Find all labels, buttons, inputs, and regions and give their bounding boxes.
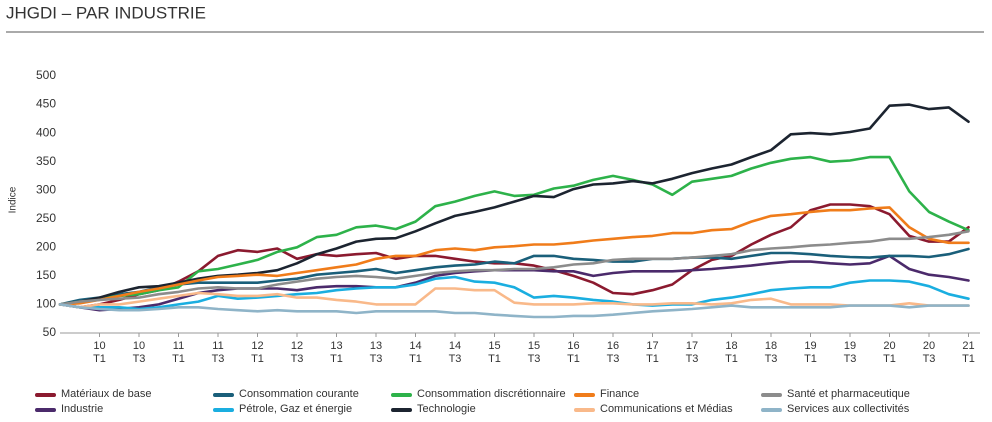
- x-tick-label: 14 T3: [448, 340, 462, 365]
- series-line: [58, 275, 970, 311]
- x-tick-label: 16 T1: [567, 340, 580, 365]
- x-tick-label: 11 T1: [172, 340, 185, 365]
- y-tick-label: 400: [36, 125, 56, 139]
- x-tick-label: 11 T3: [211, 340, 225, 365]
- x-tick-label: 19 T1: [804, 340, 817, 365]
- x-tick-label: 15 T1: [488, 340, 501, 365]
- chart-title: JHGDI – PAR INDUSTRIE: [6, 3, 206, 22]
- legend-label: Matériaux de base: [61, 388, 152, 400]
- y-axis-label: Indice: [8, 186, 19, 213]
- y-tick-label: 50: [43, 325, 57, 339]
- y-tick-label: 150: [36, 268, 56, 282]
- series-line: [58, 247, 970, 306]
- y-tick-label: 200: [36, 240, 56, 254]
- x-tick-label: 20 T3: [922, 340, 936, 365]
- x-tick-label: 13 T1: [330, 340, 343, 365]
- x-tick-label: 10 T1: [93, 340, 106, 365]
- series-line: [58, 287, 970, 309]
- x-tick-label: 12 T1: [251, 340, 264, 365]
- x-tick-label: 13 T3: [369, 340, 383, 365]
- series-line: [58, 303, 970, 319]
- legend-label: Communications et Médias: [600, 403, 733, 415]
- y-tick-label: 250: [36, 211, 56, 225]
- series-line: [58, 103, 970, 306]
- x-tick-label: 19 T3: [843, 340, 857, 365]
- x-tick-label: 15 T3: [527, 340, 541, 365]
- legend-label: Services aux collectivités: [787, 403, 910, 415]
- series-line: [58, 206, 970, 306]
- series-line: [58, 155, 970, 306]
- y-tick-label: 350: [36, 154, 56, 168]
- x-tick-label: 17 T3: [685, 340, 699, 365]
- x-tick-label: 17 T1: [646, 340, 659, 365]
- x-tick-label: 10 T3: [132, 340, 146, 365]
- legend-label: Santé et pharmaceutique: [787, 388, 910, 400]
- x-tick-label: 12 T3: [290, 340, 304, 365]
- legend-label: Technologie: [417, 403, 476, 415]
- x-tick-label: 18 T3: [764, 340, 778, 365]
- x-tick-label: 16 T3: [606, 340, 620, 365]
- legend-label: Industrie: [61, 403, 104, 415]
- x-tick-label: 21 T1: [962, 340, 975, 365]
- legend-label: Pétrole, Gaz et énergie: [239, 403, 353, 415]
- legend-label: Consommation courante: [239, 388, 359, 400]
- x-tick-label: 20 T1: [883, 340, 896, 365]
- x-tick-label: 14 T1: [409, 340, 422, 365]
- y-tick-label: 300: [36, 182, 56, 196]
- x-tick-label: 18 T1: [725, 340, 738, 365]
- legend-label: Finance: [600, 388, 640, 400]
- y-tick-label: 450: [36, 97, 56, 111]
- y-tick-label: 100: [36, 297, 56, 311]
- series-line: [58, 230, 970, 306]
- legend-label: Consommation discrétionnaire: [417, 388, 566, 400]
- y-tick-label: 500: [36, 68, 56, 82]
